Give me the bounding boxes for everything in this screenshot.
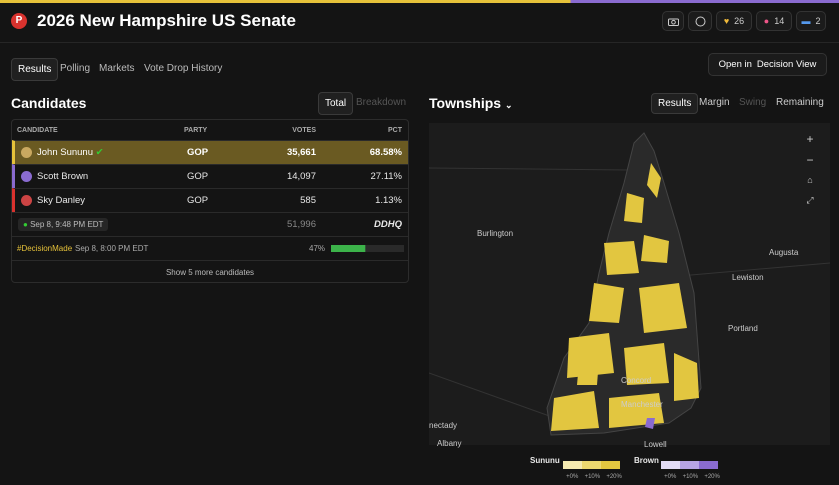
text: Sep 8, 9:48 PM EDT: [30, 220, 104, 229]
pct: 27.11%: [370, 171, 402, 182]
map-mode[interactable]: Swing: [739, 97, 767, 108]
avatar: [21, 195, 32, 206]
text: Show 5 more candidates: [165, 268, 255, 277]
legend-name: Brown: [634, 456, 659, 465]
home[interactable]: ⌂: [807, 175, 812, 185]
tab[interactable]: Polling: [60, 63, 91, 74]
zoom-in[interactable]: +: [806, 132, 813, 146]
tab[interactable]: Vote Drop History: [144, 63, 223, 74]
add-reaction-button[interactable]: [688, 11, 712, 31]
tab[interactable]: Markets: [99, 63, 135, 74]
toggle[interactable]: Breakdown: [356, 97, 407, 108]
label: Open in: [718, 59, 752, 70]
legend-scale: +0% +10% +20%: [563, 456, 625, 480]
decision-row: #DecisionMade Sep 8, 8:00 PM EDT 47%: [12, 236, 408, 260]
col: PCT: [388, 126, 402, 134]
count: 14: [774, 16, 785, 26]
place-label: nectady: [429, 421, 458, 430]
place-label: Manchester: [621, 400, 663, 409]
avatar: [21, 171, 32, 182]
timestamp: ● Sep 8, 9:48 PM EDT: [18, 218, 109, 231]
name: John Sununu ✔: [37, 147, 104, 158]
count: 2: [815, 16, 821, 26]
status-row: ● Sep 8, 9:48 PM EDT 51,996 DDHQ: [12, 212, 408, 236]
votes: 35,661: [286, 147, 316, 158]
col: PARTY: [184, 126, 208, 134]
place-label: Concord: [621, 376, 652, 385]
avatar: [21, 147, 32, 158]
zoom-controls: + − ⌂ ⤢: [805, 132, 813, 205]
reaction-badge[interactable]: ♥ 26: [716, 11, 752, 31]
text: +10%: [584, 474, 601, 480]
map-mode[interactable]: Remaining: [776, 97, 824, 108]
reporting-label: 47%: [309, 244, 326, 253]
text: Townships: [429, 95, 502, 111]
legend-name: Sununu: [530, 456, 560, 465]
text: +0%: [664, 474, 677, 480]
place-label: Portland: [728, 324, 758, 333]
text: +10%: [682, 474, 699, 480]
camera-button[interactable]: [662, 11, 684, 31]
text: +20%: [704, 474, 720, 480]
top-accent: [0, 0, 839, 3]
legend-scale: +0% +10% +20%: [661, 456, 723, 480]
pct: 1.13%: [375, 195, 402, 206]
map-mode[interactable]: Results: [651, 93, 699, 114]
total: 51,996: [286, 219, 316, 230]
name: Scott Brown: [37, 171, 89, 182]
place-label: Augusta: [769, 248, 799, 257]
party: GOP: [187, 147, 209, 158]
label: Decision View: [756, 59, 817, 70]
candidate-table: CANDIDATE PARTY VOTES PCT John Sununu ✔ GOP 3…: [11, 119, 409, 283]
divider: [0, 42, 839, 43]
votes: 14,097: [286, 171, 316, 182]
decision-time: Sep 8, 8:00 PM EDT: [75, 244, 149, 253]
smile-icon: [695, 16, 705, 26]
count: 26: [734, 16, 745, 26]
section-title: Candidates: [11, 95, 87, 111]
place-label: Lowell: [644, 440, 667, 449]
candidate-row[interactable]: Scott Brown GOP 14,097 27.11%: [12, 164, 408, 188]
header-row: CANDIDATE PARTY VOTES PCT: [12, 120, 408, 140]
page-title: 2026 New Hampshire US Senate: [37, 11, 296, 30]
fullscreen[interactable]: ⤢: [805, 195, 813, 205]
open-decision-view[interactable]: Open in Decision View: [708, 53, 827, 76]
candidate-row[interactable]: Sky Danley GOP 585 1.13%: [12, 188, 408, 212]
logo[interactable]: P: [11, 13, 27, 29]
source: DDHQ: [374, 219, 402, 230]
decision-tag[interactable]: #DecisionMade: [17, 244, 73, 253]
zoom-out[interactable]: −: [806, 153, 813, 167]
map-title[interactable]: Townships ⌄: [429, 95, 513, 111]
map[interactable]: + − ⌂ ⤢: [429, 123, 830, 445]
place-label: Lewiston: [732, 273, 764, 282]
toggle[interactable]: Total: [318, 92, 354, 115]
text: John Sununu: [37, 147, 93, 158]
tab[interactable]: Results: [11, 58, 59, 81]
camera-icon: [667, 18, 679, 26]
col: VOTES: [292, 126, 316, 134]
reaction-badge[interactable]: ● 14: [756, 11, 792, 31]
reporting-bar: [331, 245, 404, 252]
party: GOP: [187, 195, 209, 206]
text: +20%: [606, 474, 622, 480]
reporting-fill: [331, 245, 366, 252]
col: CANDIDATE: [17, 126, 58, 134]
party: GOP: [187, 171, 209, 182]
pct: 68.58%: [369, 147, 402, 158]
place-label: Burlington: [477, 229, 514, 238]
text: +0%: [566, 474, 579, 480]
townships: [551, 163, 699, 431]
show-more[interactable]: Show 5 more candidates: [12, 260, 408, 282]
place-label: Albany: [437, 439, 462, 448]
candidate-row[interactable]: John Sununu ✔ GOP 35,661 68.58%: [12, 140, 408, 164]
votes: 585: [300, 195, 316, 206]
reaction-badge[interactable]: ▬ 2: [796, 11, 826, 31]
name: Sky Danley: [37, 195, 86, 206]
map-mode[interactable]: Margin: [699, 97, 730, 108]
